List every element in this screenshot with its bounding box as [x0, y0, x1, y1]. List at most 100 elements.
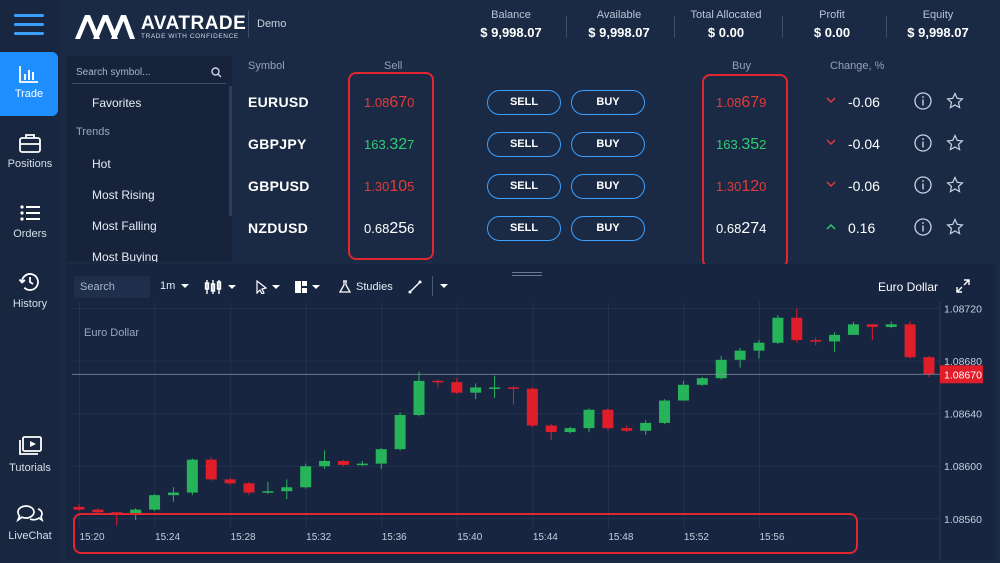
candle-body[interactable] [356, 463, 368, 466]
rail-item-history[interactable]: History [0, 270, 60, 310]
sidebar-scrollbar[interactable] [229, 86, 232, 216]
buy-price[interactable]: 163.352 [716, 136, 766, 154]
sell-price[interactable]: 1.08670 [364, 94, 414, 112]
candle-body[interactable] [564, 428, 576, 433]
candle-body[interactable] [866, 324, 878, 327]
candle-body[interactable] [507, 387, 519, 389]
sidebar-item-most-buying[interactable]: Most Buying [92, 250, 159, 262]
rail-item-orders[interactable]: Orders [0, 202, 60, 240]
candle-body[interactable] [753, 342, 765, 351]
studies-button[interactable]: Studies [338, 280, 393, 294]
candle-body[interactable] [715, 359, 727, 379]
candle-body[interactable] [319, 460, 331, 467]
sell-button[interactable]: SELL [487, 90, 561, 115]
candle-body[interactable] [696, 378, 708, 385]
info-icon[interactable] [914, 218, 932, 236]
candle-body[interactable] [659, 400, 671, 423]
candle-body[interactable] [621, 428, 633, 431]
candle-body[interactable] [413, 380, 425, 415]
buy-button[interactable]: BUY [571, 216, 645, 241]
buy-price[interactable]: 1.30120 [716, 178, 766, 196]
star-icon[interactable] [946, 134, 964, 152]
candle-body[interactable] [904, 324, 916, 358]
candle-body[interactable] [243, 483, 255, 493]
symbol-search-input[interactable]: Search symbol... [72, 62, 226, 84]
timeframe-dropdown[interactable]: 1m [160, 280, 190, 292]
sidebar-item-most-rising[interactable]: Most Rising [92, 188, 155, 202]
sell-button[interactable]: SELL [487, 174, 561, 199]
candle-body[interactable] [545, 425, 557, 433]
instrument-row[interactable]: GBPUSD 1.30105 SELL BUY 1.30120 -0.06 [236, 166, 996, 208]
candle-body[interactable] [791, 317, 803, 341]
buy-button[interactable]: BUY [571, 132, 645, 157]
sidebar-item-favorites[interactable]: Favorites [92, 96, 142, 110]
sell-price[interactable]: 1.30105 [364, 178, 414, 196]
candle-body[interactable] [640, 422, 652, 431]
candle-body[interactable] [149, 495, 161, 510]
cursor-tool-dropdown[interactable] [256, 280, 281, 294]
chart-search-input[interactable]: Search [74, 276, 150, 298]
candle-body[interactable] [167, 492, 179, 496]
candle-body[interactable] [205, 459, 217, 480]
instrument-row[interactable]: EURUSD 1.08670 SELL BUY 1.08679 -0.06 [236, 82, 996, 124]
candle-body[interactable] [186, 459, 198, 493]
candle-body[interactable] [375, 449, 387, 464]
candle-body[interactable] [810, 340, 822, 342]
candle-body[interactable] [602, 409, 614, 429]
rail-item-positions[interactable]: Positions [0, 132, 60, 170]
sidebar-item-hot[interactable]: Hot [92, 157, 111, 171]
candle-body[interactable] [262, 491, 274, 493]
buy-price[interactable]: 0.68274 [716, 220, 766, 238]
info-icon[interactable] [914, 176, 932, 194]
buy-button[interactable]: BUY [571, 174, 645, 199]
layout-dropdown[interactable] [294, 280, 321, 294]
info-icon[interactable] [914, 134, 932, 152]
buy-button[interactable]: BUY [571, 90, 645, 115]
candle-body[interactable] [300, 466, 312, 488]
candle-body[interactable] [734, 350, 746, 360]
sell-price[interactable]: 0.68256 [364, 220, 414, 238]
candle-body[interactable] [337, 460, 349, 465]
candle-body[interactable] [281, 487, 293, 492]
star-icon[interactable] [946, 176, 964, 194]
candle-body[interactable] [224, 479, 236, 484]
rail-item-tutorials[interactable]: Tutorials [0, 434, 60, 474]
sell-button[interactable]: SELL [487, 132, 561, 157]
candle-body[interactable] [772, 317, 784, 343]
candle-body[interactable] [92, 509, 104, 513]
candle-body[interactable] [470, 387, 482, 393]
star-icon[interactable] [946, 92, 964, 110]
sell-price[interactable]: 163.327 [364, 136, 414, 154]
instrument-row[interactable]: GBPJPY 163.327 SELL BUY 163.352 -0.04 [236, 124, 996, 166]
candle-body[interactable] [130, 509, 142, 515]
buy-price[interactable]: 1.08679 [716, 94, 766, 112]
candle-body[interactable] [526, 388, 538, 426]
candle-body[interactable] [73, 506, 85, 510]
drawing-tool-button[interactable] [408, 280, 422, 294]
rail-item-livechat[interactable]: LiveChat [0, 502, 60, 542]
candle-body[interactable] [829, 334, 841, 342]
expand-icon[interactable] [956, 279, 970, 293]
panel-resize-handle[interactable] [512, 272, 542, 278]
chart-type-dropdown[interactable] [204, 280, 237, 294]
candle-body[interactable] [847, 324, 859, 335]
candle-body[interactable] [583, 409, 595, 429]
candlestick-chart[interactable]: Euro Dollar 1.08670 1.08720 1.08680 1.08640 1… [66, 302, 996, 560]
info-icon[interactable] [914, 92, 932, 110]
star-icon[interactable] [946, 218, 964, 236]
instrument-row[interactable]: NZDUSD 0.68256 SELL BUY 0.68274 0.16 [236, 208, 996, 250]
studies-label: Studies [356, 281, 393, 293]
menu-icon[interactable] [14, 14, 44, 36]
candle-body[interactable] [432, 380, 444, 383]
candle-body[interactable] [489, 387, 501, 389]
rail-item-trade[interactable]: Trade [0, 52, 58, 116]
candle-body[interactable] [451, 382, 463, 393]
sell-button[interactable]: SELL [487, 216, 561, 241]
candle-body[interactable] [923, 357, 935, 375]
candle-body[interactable] [394, 415, 406, 450]
candle-body[interactable] [885, 324, 897, 327]
sidebar-item-most-falling[interactable]: Most Falling [92, 219, 157, 233]
candle-body[interactable] [677, 384, 689, 401]
search-icon[interactable] [211, 67, 222, 78]
drawing-tool-dropdown[interactable] [432, 276, 449, 296]
